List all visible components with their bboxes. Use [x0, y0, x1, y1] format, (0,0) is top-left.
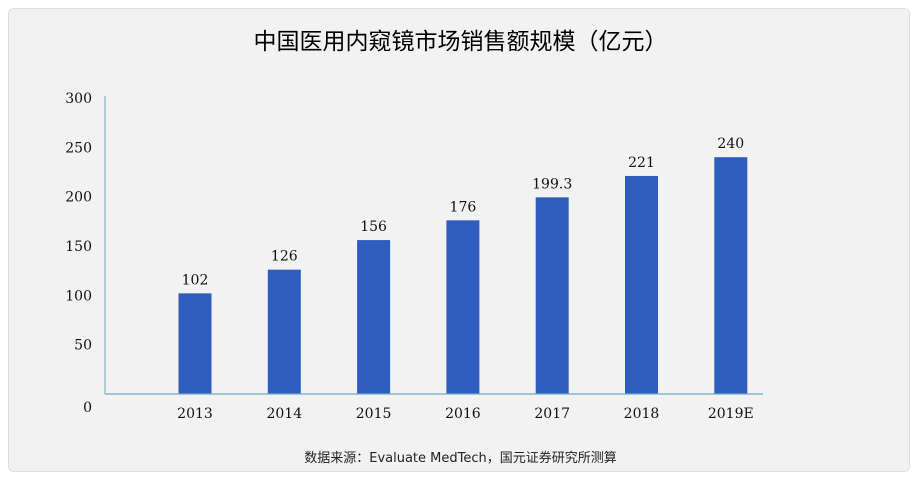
x-tick-2014: 2014: [266, 406, 302, 422]
data-label-2018: 221: [628, 155, 655, 171]
y-tick-50: 50: [74, 338, 92, 354]
source-note: 数据来源：Evaluate MedTech，国元证券研究所测算: [304, 451, 617, 466]
y-tick-200: 200: [65, 190, 92, 206]
y-tick-150: 150: [65, 239, 92, 255]
chart-title: 中国医用内窥镜市场销售额规模（亿元）: [253, 29, 668, 55]
bar-2014: [267, 269, 301, 394]
x-tick-2015: 2015: [356, 406, 392, 422]
y-tick-250: 250: [65, 140, 92, 156]
data-label-2015: 156: [360, 219, 387, 235]
data-label-2013: 102: [182, 272, 209, 288]
x-tick-2016: 2016: [445, 406, 481, 422]
data-label-2016: 176: [450, 199, 477, 215]
bar-2018: [625, 175, 658, 394]
bar-2013: [178, 293, 212, 394]
x-tick-labels: 2013 2014 2015 2016 2017 2018 2019E: [177, 406, 754, 422]
y-tick-0: 0: [83, 400, 92, 416]
bar-2015: [357, 240, 391, 394]
x-tick-2018: 2018: [624, 406, 660, 422]
y-tick-100: 100: [65, 288, 92, 304]
bars-group: [178, 157, 748, 394]
data-label-2017: 199.3: [532, 176, 572, 192]
x-tick-2019E: 2019E: [708, 406, 754, 422]
data-label-2019E: 240: [717, 136, 744, 152]
bar-2019E: [714, 157, 748, 394]
bar-2017: [535, 197, 569, 394]
data-labels-group: 102 126 156 176 199.3 221 240: [182, 136, 745, 288]
bar-2016: [446, 220, 480, 394]
x-tick-2017: 2017: [534, 406, 570, 422]
y-tick-300: 300: [65, 91, 92, 107]
y-tick-labels: 0 50 100 150 200 250 300: [65, 91, 92, 416]
x-tick-2013: 2013: [177, 406, 213, 422]
data-label-2014: 126: [271, 249, 298, 265]
